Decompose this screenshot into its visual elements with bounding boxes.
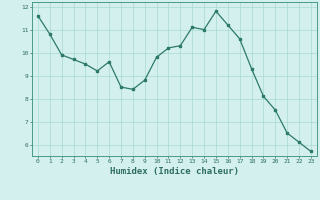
X-axis label: Humidex (Indice chaleur): Humidex (Indice chaleur) xyxy=(110,167,239,176)
